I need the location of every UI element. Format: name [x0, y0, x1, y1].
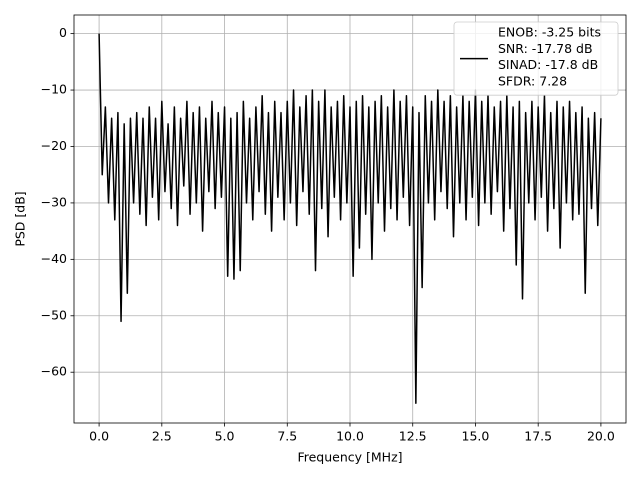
x-tick-label: 17.5 [524, 429, 552, 444]
data-line [98, 33, 602, 404]
legend-label: SNR: -17.78 dB [498, 41, 593, 56]
x-tick-label: 20.0 [587, 429, 615, 444]
y-tick-label: −50 [41, 307, 67, 322]
y-axis-label: PSD [dB] [13, 191, 28, 246]
legend-box [453, 21, 619, 96]
x-tick-label: 7.5 [277, 429, 297, 444]
y-tick-label: −10 [41, 82, 67, 97]
y-tick-label: −30 [41, 194, 67, 209]
ticks: 0.0 2.5 5.0 7.5 10.0 12.5 15.0 17.5 20.0 −60 −50 −4… [41, 25, 615, 443]
x-tick-label: 0.0 [89, 429, 109, 444]
plot [98, 33, 602, 404]
x-axis-label: Frequency [MHz] [297, 450, 402, 465]
x-tick-label: 2.5 [152, 429, 172, 444]
y-tick-label: −40 [41, 251, 67, 266]
x-tick-label: 12.5 [399, 429, 427, 444]
x-tick-label: 10.0 [336, 429, 364, 444]
y-tick-label: 0 [59, 25, 67, 40]
x-tick-label: 15.0 [462, 429, 490, 444]
x-tick-label: 5.0 [215, 429, 235, 444]
legend-label: SFDR: 7.28 [498, 73, 567, 88]
legend-label: ENOB: -3.25 bits [498, 25, 601, 40]
y-tick-label: −60 [41, 364, 67, 379]
legend-label: SINAD: -17.8 dB [498, 57, 598, 72]
y-tick-label: −20 [41, 138, 67, 153]
